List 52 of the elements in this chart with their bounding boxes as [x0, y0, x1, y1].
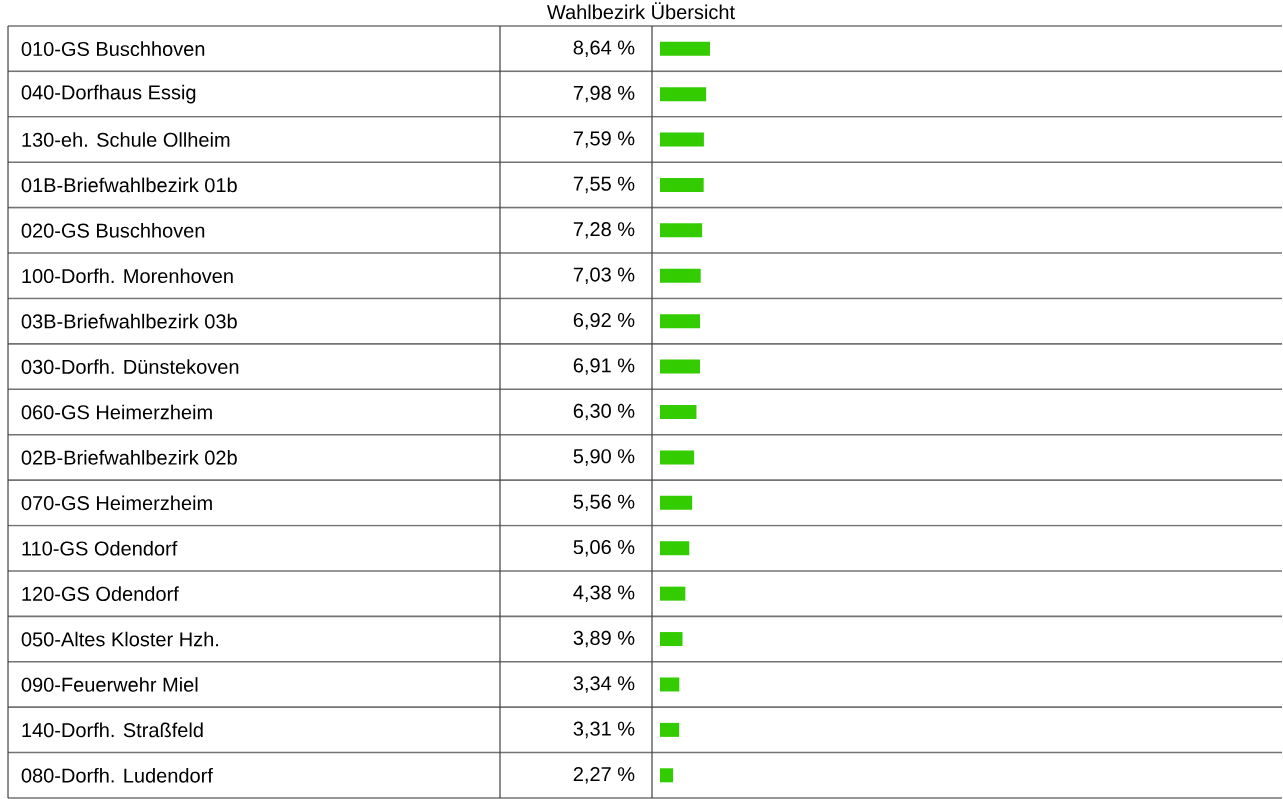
data-label: 7,59 %: [573, 131, 635, 148]
data-label: 3,31 %: [573, 721, 635, 739]
data-label: 7,28 %: [573, 222, 635, 239]
bar: [660, 87, 707, 102]
bar: [660, 41, 710, 56]
bar: [660, 722, 680, 737]
data-label: 7,55 %: [573, 176, 635, 194]
y-tick-label: 020-GS Buschhoven: [21, 223, 205, 238]
data-label: 5,06 %: [573, 539, 635, 557]
data-label: 6,92 %: [573, 312, 635, 330]
y-tick-label: 02B-Briefwahlbezirk 02b: [21, 450, 237, 465]
bar: [660, 177, 704, 192]
bar: [660, 405, 697, 420]
y-tick-label: 120-GS Odendorf: [22, 586, 179, 601]
data-label: 6,30 %: [573, 403, 635, 421]
data-label: 8,64 %: [573, 40, 635, 57]
bar: [660, 450, 695, 465]
data-label: 4,38 %: [573, 585, 635, 602]
bar: [660, 541, 690, 556]
data-label: 5,90 %: [573, 449, 635, 466]
y-tick-label: 140-Dorfh. Straßfeld: [22, 722, 203, 738]
bar: [660, 223, 703, 238]
bar: [660, 314, 701, 329]
bar: [660, 268, 701, 283]
data-label: 7,03 %: [573, 267, 635, 285]
bar: [660, 495, 693, 510]
y-tick-label: 050-Altes Kloster Hzh.: [21, 631, 219, 647]
y-tick-label: 030-Dorfh. Dünstekoven: [21, 359, 239, 374]
y-tick-label: 010-GS Buschhoven: [21, 41, 205, 57]
y-tick-label: 130-eh. Schule Ollheim: [22, 132, 230, 147]
y-tick-label: 060-GS Heimerzheim: [21, 404, 212, 420]
y-tick-label: 100-Dorfh. Morenhoven: [22, 268, 233, 284]
data-label: 2,27 %: [573, 767, 635, 784]
y-tick-label: 080-Dorfh. Ludendorf: [21, 767, 213, 783]
data-label: 6,91 %: [573, 358, 635, 375]
y-tick-label: 03B-Briefwahlbezirk 03b: [21, 313, 237, 329]
data-label: 3,89 %: [573, 630, 635, 648]
bar: [660, 359, 700, 374]
bar: [660, 132, 704, 147]
y-tick-label: 090-Feuerwehr Miel: [21, 677, 198, 692]
chart-title: Wahlbezirk Übersicht: [546, 2, 735, 20]
y-tick-label: 01B-Briefwahlbezirk 01b: [21, 177, 237, 193]
data-label: 5,56 %: [573, 494, 635, 512]
y-tick-label: 070-GS Heimerzheim: [21, 495, 212, 511]
data-label: 7,98 %: [573, 85, 635, 103]
y-tick-label: 110-GS Odendorf: [22, 540, 178, 556]
data-label: 3,34 %: [573, 676, 635, 693]
bar: [660, 768, 674, 783]
bar: [660, 677, 680, 692]
y-tick-label: 040-Dorfhaus Essig: [21, 84, 196, 104]
bar: [660, 632, 683, 647]
bar: [660, 586, 686, 601]
